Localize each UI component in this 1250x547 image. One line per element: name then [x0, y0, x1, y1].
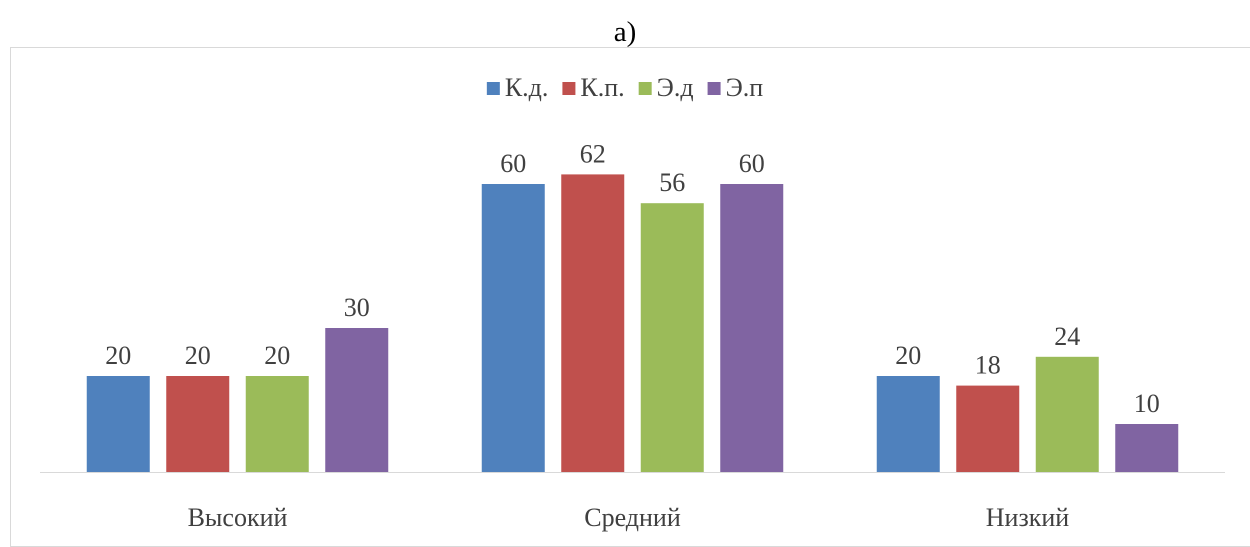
legend-label: К.п. — [580, 73, 624, 102]
bars-layer — [86, 174, 1179, 472]
x-tick-label: Высокий — [188, 503, 288, 532]
bar-Высокий-К.п. — [166, 376, 230, 472]
legend-label: Э.д — [657, 73, 694, 102]
data-label: 10 — [1134, 389, 1160, 418]
data-label: 62 — [580, 139, 606, 168]
bar-Средний-К.п. — [561, 174, 625, 472]
data-label: 20 — [105, 341, 131, 370]
legend: К.д. К.п. Э.д Э.п — [486, 73, 764, 102]
data-label: 60 — [500, 149, 526, 178]
legend-swatch — [486, 82, 500, 95]
data-labels-layer: 20 20 20 30 60 62 56 60 20 18 24 10 — [105, 139, 1160, 418]
legend-label: Э.п — [726, 73, 764, 102]
bar-Низкий-К.д. — [876, 376, 940, 472]
data-label: 18 — [975, 351, 1001, 380]
x-tick-label: Низкий — [986, 503, 1070, 532]
data-label: 56 — [659, 168, 685, 197]
legend-swatch — [638, 82, 652, 95]
data-label: 24 — [1054, 322, 1080, 351]
bar-Низкий-К.п. — [956, 385, 1020, 472]
bar-Средний-Э.п — [720, 184, 784, 472]
legend-swatch — [707, 82, 721, 95]
bar-Высокий-Э.д — [245, 376, 309, 472]
x-tick-labels: Высокий Средний Низкий — [188, 503, 1070, 532]
bar-Низкий-Э.п — [1115, 424, 1179, 472]
chart-heading: а) — [613, 16, 637, 48]
x-tick-label: Средний — [584, 503, 681, 532]
data-label: 60 — [739, 149, 765, 178]
bar-Низкий-Э.д — [1035, 356, 1099, 472]
legend-swatch — [562, 82, 576, 95]
bar-Высокий-Э.п — [325, 328, 389, 472]
bar-Средний-К.д. — [481, 184, 545, 472]
data-label: 20 — [895, 341, 921, 370]
data-label: 20 — [264, 341, 290, 370]
data-label: 30 — [344, 293, 370, 322]
data-label: 20 — [185, 341, 211, 370]
bar-Средний-Э.д — [640, 203, 704, 472]
legend-label: К.д. — [505, 73, 549, 102]
bar-Высокий-К.д. — [86, 376, 150, 472]
